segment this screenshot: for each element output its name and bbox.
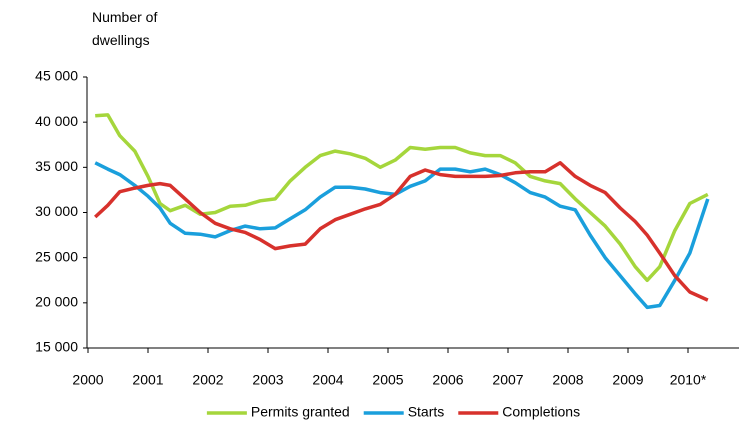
x-tick-label: 2007 xyxy=(492,372,523,388)
x-tick-label: 2002 xyxy=(192,372,223,388)
y-tick-label: 20 000 xyxy=(35,294,78,310)
x-tick-label: 2005 xyxy=(372,372,403,388)
y-axis-title: Number of dwellings xyxy=(92,9,158,48)
x-tick-label: 2004 xyxy=(312,372,343,388)
y-tick-label: 45 000 xyxy=(35,68,78,84)
x-tick-label: 2003 xyxy=(252,372,283,388)
y-tick-label: 40 000 xyxy=(35,113,78,129)
x-tick-label: 2008 xyxy=(552,372,583,388)
x-tick-label: 2009 xyxy=(612,372,643,388)
series-line xyxy=(94,161,709,302)
x-tick-label: 2006 xyxy=(432,372,463,388)
series-line xyxy=(95,113,709,283)
legend-label: Permits granted xyxy=(251,404,350,420)
legend-label: Starts xyxy=(408,404,445,420)
x-tick-label: 2010* xyxy=(670,372,707,388)
x-tick-label: 2001 xyxy=(132,372,163,388)
y-tick-label: 25 000 xyxy=(35,248,78,264)
x-tick-label: 2000 xyxy=(72,372,103,388)
legend-label: Completions xyxy=(502,404,580,420)
y-tick-label: 30 000 xyxy=(35,203,78,219)
y-tick-label: 15 000 xyxy=(35,339,78,355)
y-tick-label: 35 000 xyxy=(35,158,78,174)
